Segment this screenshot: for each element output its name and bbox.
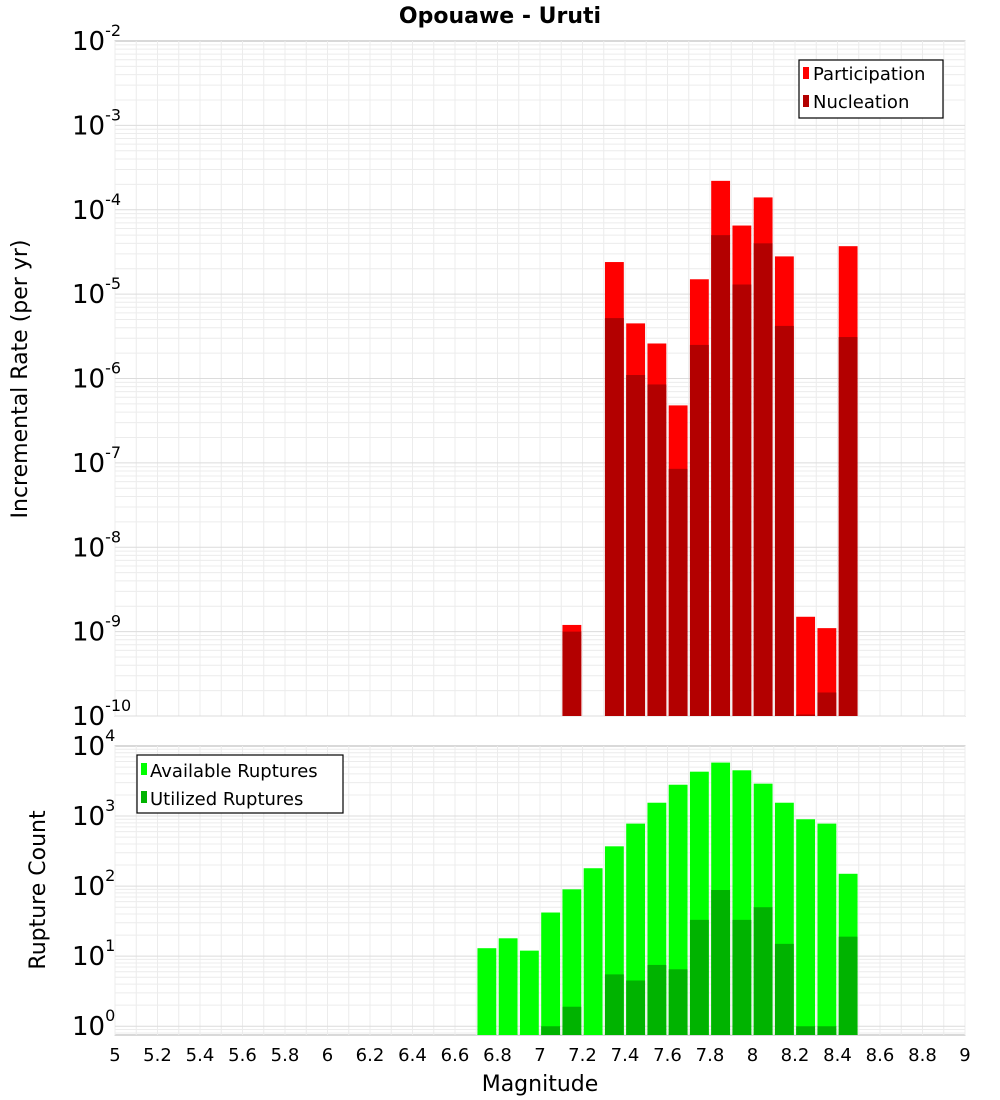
bar-utilized-ruptures <box>817 1026 837 1035</box>
bar-utilized-ruptures <box>689 919 709 1035</box>
x-tick-label: 6.8 <box>483 1045 512 1066</box>
bar-utilized-ruptures <box>647 964 667 1035</box>
bar-available-ruptures <box>817 823 837 1035</box>
y-tick-label: 104 <box>72 726 115 762</box>
bar-utilized-ruptures <box>774 943 794 1035</box>
bar-available-ruptures <box>583 868 603 1035</box>
bar-utilized-ruptures <box>732 919 752 1035</box>
bar-utilized-ruptures <box>796 1026 816 1035</box>
x-tick-label: 5 <box>109 1045 120 1066</box>
x-tick-label: 8.8 <box>908 1045 937 1066</box>
rate-y-tick-labels: 10-10 10-9 10-8 10-7 10-6 10-5 10-4 10-3 10-2 <box>72 21 131 732</box>
x-tick-label: 5.8 <box>271 1045 300 1066</box>
x-tick-labels: 5 5.2 5.4 5.6 5.8 6 6.2 6.4 6.6 6.8 7 7.2 7.4 7.6 7.8 8… <box>109 1045 970 1066</box>
x-tick-label: 8 <box>747 1045 758 1066</box>
y-tick-label: 10-2 <box>72 21 121 57</box>
y-tick-label: 10-4 <box>72 190 121 226</box>
bar-utilized-ruptures <box>753 907 773 1035</box>
bar-utilized-ruptures <box>711 890 731 1035</box>
y-tick-label: 10-9 <box>72 612 121 648</box>
count-legend-box <box>136 754 344 814</box>
legend-label-utilized: Utilized Ruptures <box>150 789 303 810</box>
legend-swatch-utilized <box>141 791 147 803</box>
bar-nucleation <box>838 337 858 716</box>
bar-utilized-ruptures <box>604 974 624 1035</box>
bar-nucleation <box>689 344 709 716</box>
bar-available-ruptures <box>562 889 582 1035</box>
x-tick-label: 8.6 <box>866 1045 895 1066</box>
bar-utilized-ruptures <box>562 1006 582 1035</box>
x-tick-label: 9 <box>959 1045 970 1066</box>
bar-available-ruptures <box>796 819 816 1035</box>
x-tick-label: 6.2 <box>356 1045 385 1066</box>
x-axis-title: Magnitude <box>482 1072 599 1097</box>
y-tick-label: 10-3 <box>72 105 121 141</box>
y-tick-label: 102 <box>72 866 115 902</box>
rate-bars <box>562 180 858 717</box>
legend-label-available: Available Ruptures <box>150 761 318 782</box>
y-tick-label: 101 <box>72 936 115 972</box>
x-tick-label: 5.2 <box>143 1045 172 1066</box>
rate-gridlines <box>114 41 966 717</box>
y-tick-label: 10-10 <box>72 696 131 732</box>
bar-nucleation <box>647 384 667 716</box>
bar-nucleation <box>796 714 816 716</box>
legend-swatch-available <box>141 763 147 775</box>
x-tick-label: 7.6 <box>653 1045 682 1066</box>
bar-nucleation <box>668 468 688 716</box>
count-y-axis-title: Rupture Count <box>26 810 51 970</box>
x-tick-label: 7.2 <box>568 1045 597 1066</box>
y-tick-label: 100 <box>72 1006 115 1042</box>
rate-legend-box <box>798 59 944 119</box>
x-tick-label: 5.4 <box>186 1045 215 1066</box>
bar-utilized-ruptures <box>838 936 858 1035</box>
count-y-tick-labels: 100 101 102 103 104 <box>72 726 115 1042</box>
count-panel: 100 101 102 103 104 Rupture Count Available … <box>26 726 966 1042</box>
bar-nucleation <box>774 325 794 716</box>
y-tick-label: 10-8 <box>72 527 121 563</box>
count-legend: Available Ruptures Utilized Ruptures <box>136 754 344 814</box>
bar-nucleation <box>753 243 773 717</box>
x-tick-label: 8.4 <box>823 1045 852 1066</box>
bar-available-ruptures <box>519 950 539 1035</box>
rate-legend: Participation Nucleation <box>798 59 944 119</box>
rate-y-axis-title: Incremental Rate (per yr) <box>8 240 33 519</box>
legend-label-participation: Participation <box>813 64 925 85</box>
y-tick-label: 10-7 <box>72 443 121 479</box>
bar-available-ruptures <box>477 948 497 1035</box>
bar-available-ruptures <box>498 938 518 1035</box>
legend-label-nucleation: Nucleation <box>813 92 909 113</box>
x-tick-label: 5.6 <box>228 1045 257 1066</box>
y-tick-label: 10-6 <box>72 359 121 395</box>
bar-nucleation <box>562 631 582 716</box>
x-tick-label: 7.4 <box>611 1045 640 1066</box>
chart-title: Opouawe - Uruti <box>399 4 601 29</box>
legend-swatch-participation <box>803 67 809 79</box>
bar-participation <box>796 616 816 716</box>
bar-utilized-ruptures <box>626 980 646 1035</box>
x-tick-label: 7 <box>534 1045 545 1066</box>
bar-nucleation <box>817 692 837 716</box>
x-tick-label: 8.2 <box>781 1045 810 1066</box>
y-tick-label: 103 <box>72 796 115 832</box>
bar-nucleation <box>732 284 752 716</box>
bar-available-ruptures <box>541 912 561 1035</box>
legend-swatch-nucleation <box>803 95 809 107</box>
rate-panel: 10-10 10-9 10-8 10-7 10-6 10-5 10-4 10-3 10-2 In… <box>8 21 966 732</box>
bar-nucleation <box>604 318 624 716</box>
bar-nucleation <box>711 235 731 716</box>
x-tick-label: 6 <box>322 1045 333 1066</box>
x-tick-label: 6.4 <box>398 1045 427 1066</box>
bar-utilized-ruptures <box>668 969 688 1035</box>
bar-utilized-ruptures <box>541 1026 561 1035</box>
x-tick-label: 6.6 <box>441 1045 470 1066</box>
y-tick-label: 10-5 <box>72 274 121 310</box>
bar-nucleation <box>626 375 646 716</box>
count-bars <box>477 762 858 1035</box>
x-tick-label: 7.8 <box>696 1045 725 1066</box>
